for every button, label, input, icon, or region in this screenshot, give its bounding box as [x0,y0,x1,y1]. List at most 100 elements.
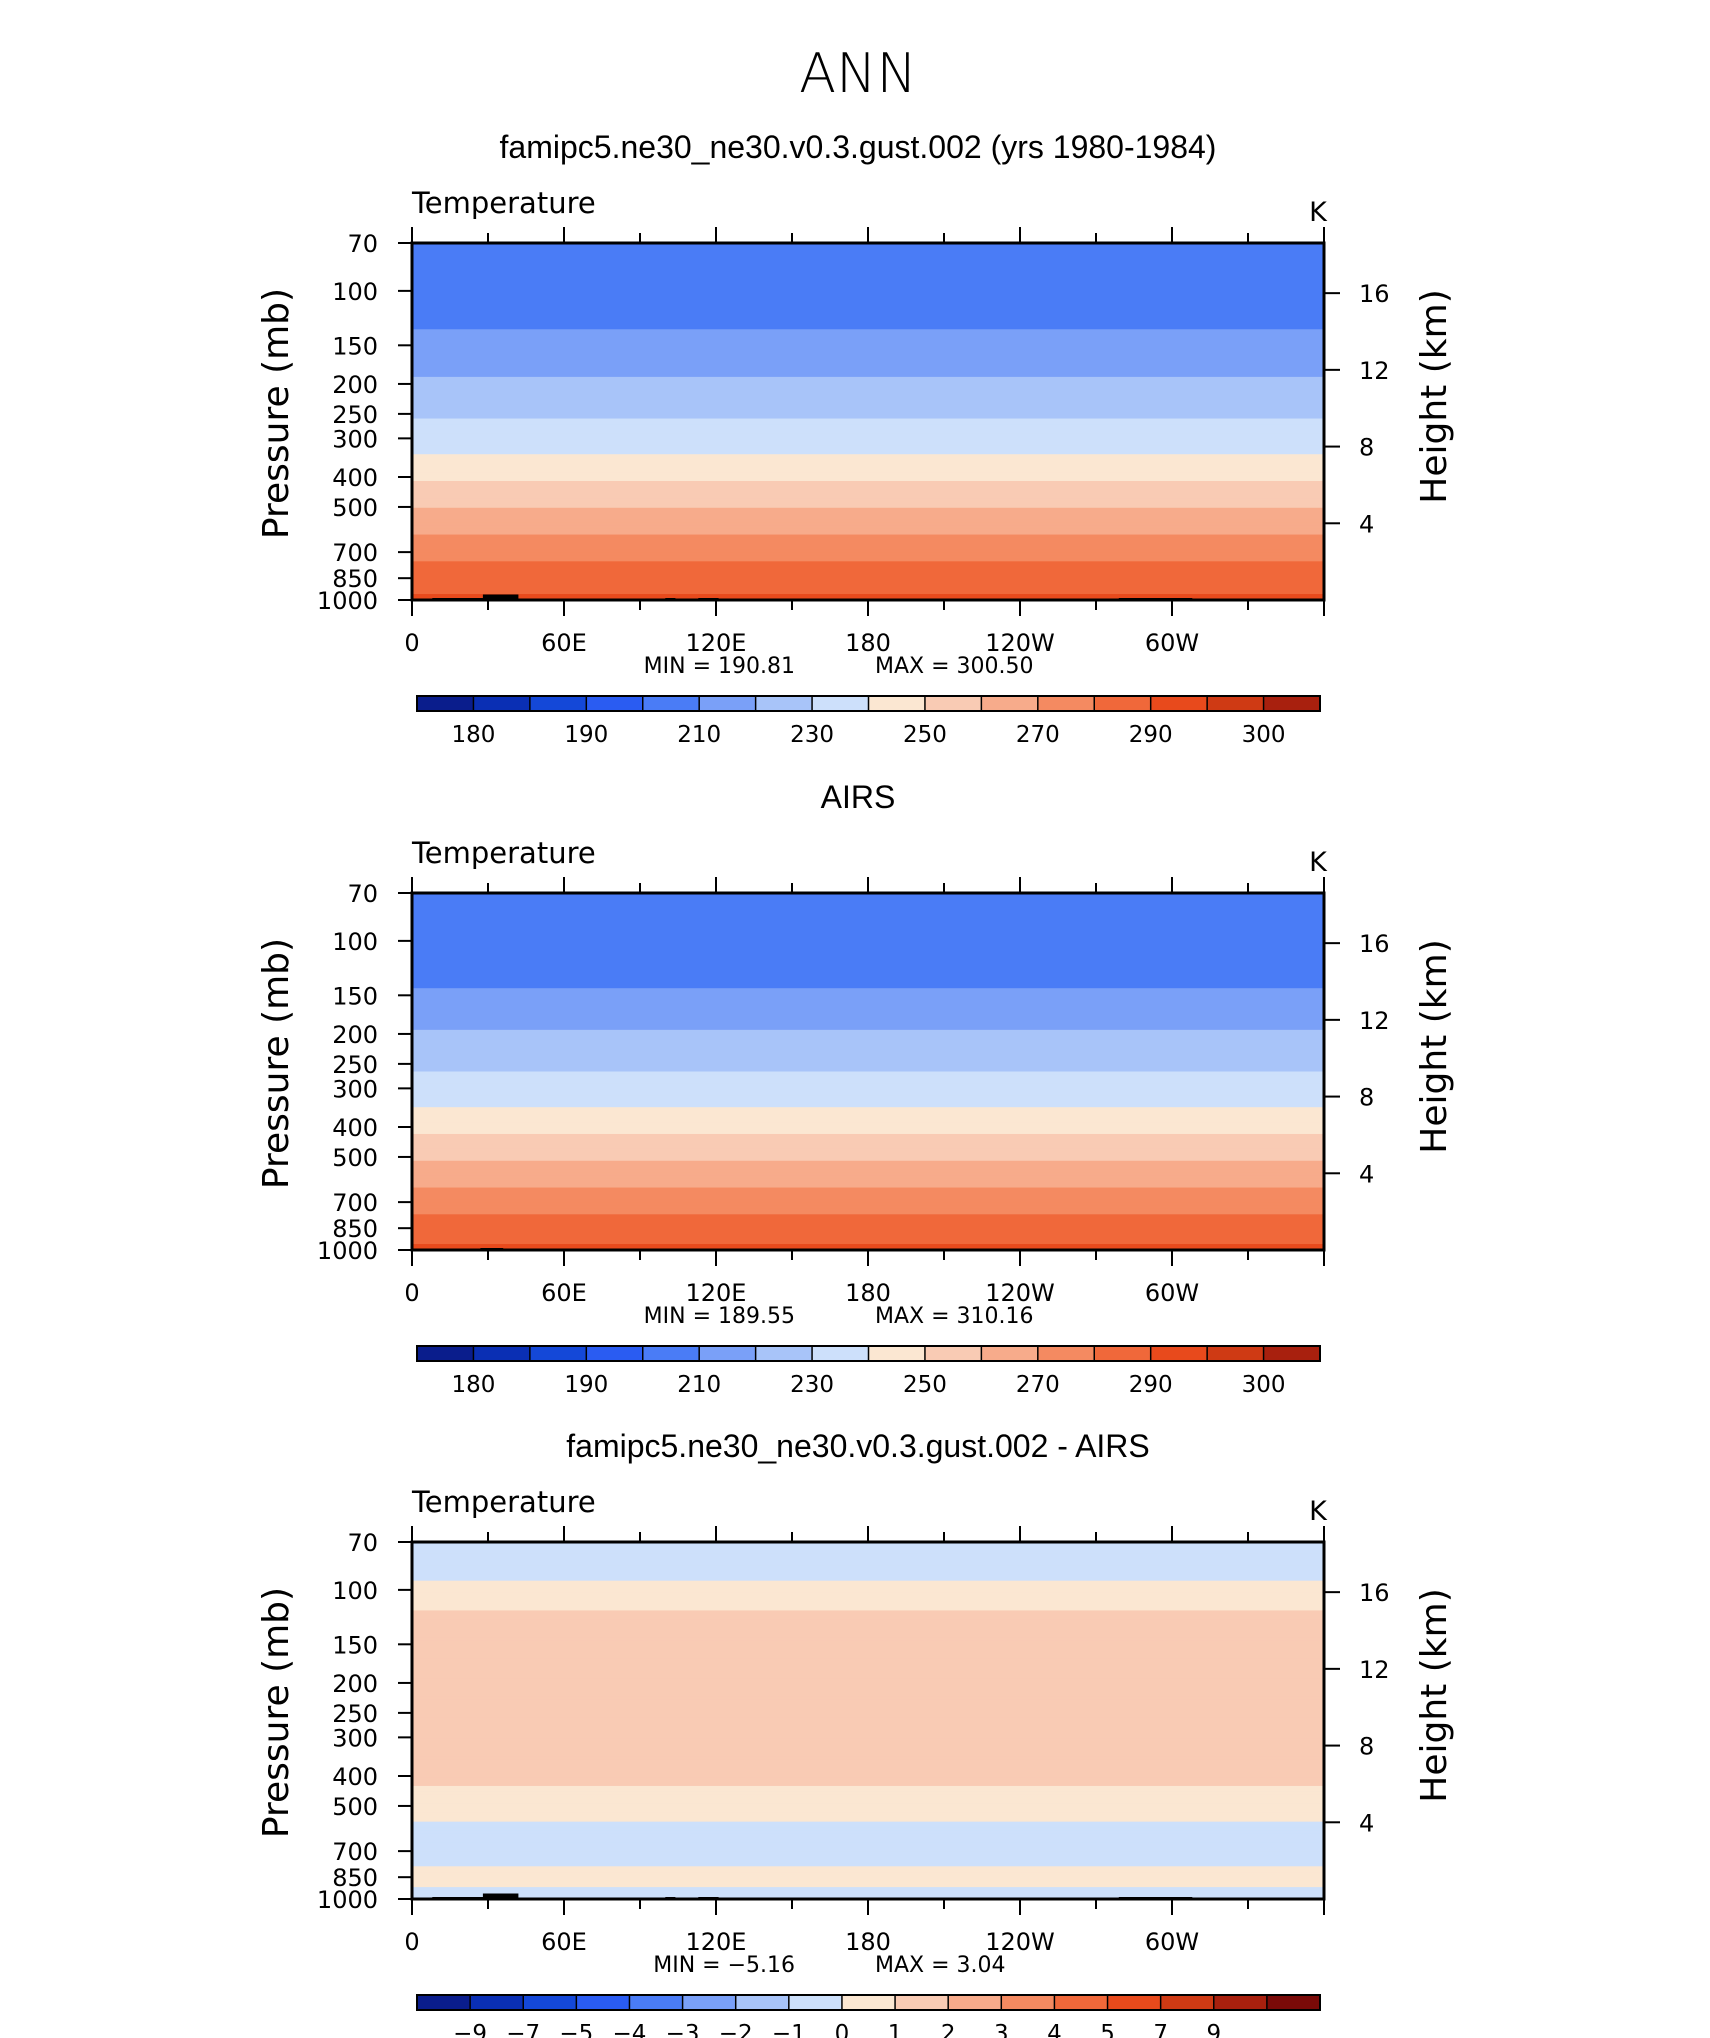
field-band [412,1625,1324,1630]
colorbar-box [529,1346,587,1361]
field-band [412,1151,1324,1156]
field-band [412,1157,1324,1162]
field-band [412,421,1324,426]
field-band [412,1848,1324,1853]
y2-tick-label: 12 [1359,1656,1390,1684]
field-band [412,513,1324,518]
figure-title: ANN [799,42,917,105]
colorbar-box [586,1346,644,1361]
units-label: K [1309,1496,1328,1527]
field-band [412,388,1324,393]
colorbar-frame [416,1994,1321,2011]
x-tick-label: 180 [845,1928,891,1956]
field-band [412,1649,1324,1653]
field-band [412,1139,1324,1144]
y-axis-label: Pressure (mb) [256,938,297,1189]
variable-label: Temperature [411,836,596,870]
field-band [412,1223,1324,1227]
y2-tick-label: 8 [1359,1084,1374,1112]
field-band [412,451,1324,456]
field-band [412,1794,1324,1799]
colorbar-label: −2 [719,2021,753,2038]
field-band [412,970,1324,975]
colorbar-box [699,696,757,711]
field-band [412,561,1324,566]
field-band [412,1699,1324,1704]
field-band [412,1693,1324,1698]
field-band [412,489,1324,494]
field-band [412,302,1324,307]
field-band [412,1854,1324,1859]
field-band [412,1547,1324,1552]
field-band [412,1577,1324,1582]
field-band [412,263,1324,268]
field-band [412,531,1324,536]
field-band [412,1661,1324,1665]
field-band [412,1803,1324,1808]
field-band [412,1122,1324,1126]
colorbar-label: 300 [1242,722,1286,748]
field-band [412,1863,1324,1868]
field-band [412,1196,1324,1201]
field-band [412,1012,1324,1016]
colorbar-label: 1 [888,2021,903,2038]
field-band [412,460,1324,464]
field-band [412,904,1324,909]
field-band [412,1133,1324,1138]
field-band [412,1119,1324,1123]
field-band [412,454,1324,458]
field-band [412,907,1324,912]
field-band [412,1696,1324,1701]
field-band [412,418,1324,423]
field-band [412,567,1324,572]
panel-title: famipc5.ne30_ne30.v0.3.gust.002 (yrs 198… [500,129,1217,165]
field-band [412,364,1324,369]
field-band [412,403,1324,408]
field-band [412,1646,1324,1650]
y2-tick-label: 8 [1359,434,1374,462]
field-band [412,269,1324,274]
x-tick-label: 180 [845,629,891,657]
colorbar-box [788,1995,843,2010]
field-band [412,1080,1324,1085]
topography [482,594,519,600]
field-band [412,1026,1324,1031]
field-band [412,275,1324,280]
field-band [412,1622,1324,1627]
x-tick-label: 120W [985,1928,1055,1956]
y2-axis-label: Height (km) [1414,1588,1455,1802]
field-band [412,582,1324,586]
field-band [412,1729,1324,1734]
field-band [412,367,1324,372]
field-band [412,326,1324,331]
field-band [412,1562,1324,1567]
field-band [412,1244,1324,1248]
field-band [412,1104,1324,1108]
field-band [412,1824,1324,1829]
field-band [412,1050,1324,1055]
field-band [412,1610,1324,1615]
field-band [412,1175,1324,1180]
colorbar-label: −5 [559,2021,593,2038]
field-band [412,1556,1324,1561]
max-label: MAX = 3.04 [875,1953,1006,1978]
colorbar-label: 290 [1129,1372,1173,1398]
field-band [412,510,1324,515]
field-band [412,964,1324,969]
y2-tick-label: 4 [1359,1160,1374,1188]
y2-tick-label: 12 [1359,357,1390,385]
field-band [412,552,1324,557]
y-tick-label: 100 [332,278,378,306]
y-tick-label: 200 [332,1670,378,1698]
colorbar-box [417,1995,471,2010]
field-band [412,1131,1324,1135]
field-band [412,1059,1324,1064]
field-band [412,347,1324,351]
y-tick-label: 70 [347,880,378,908]
field-band [412,1812,1324,1817]
field-band [412,1544,1324,1549]
y2-tick-label: 4 [1359,510,1374,538]
field-band [412,579,1324,583]
field-band [412,1574,1324,1579]
field-band [412,1041,1324,1046]
